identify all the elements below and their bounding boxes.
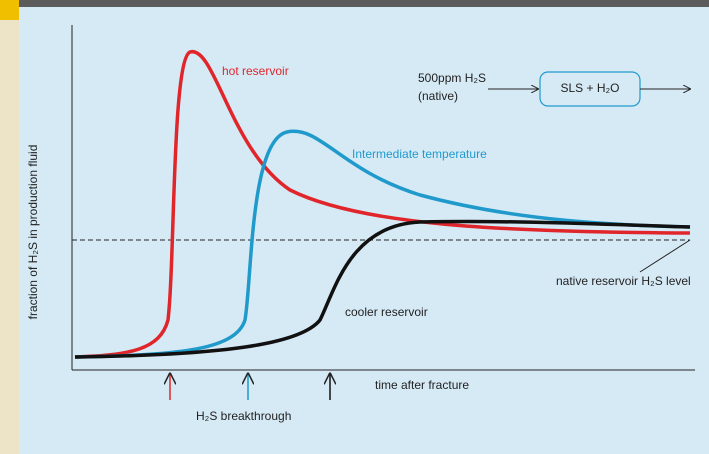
cooler-label: cooler reservoir (345, 305, 428, 319)
hot-label: hot reservoir (222, 64, 289, 78)
native-level-pointer (639, 239, 691, 273)
reaction-input-note: (native) (418, 89, 458, 103)
reaction-product: SLS + H₂O (560, 81, 619, 95)
corner-tab (0, 0, 19, 20)
intermediate-curve (74, 129, 691, 359)
cooler-curve (74, 219, 691, 359)
breakthrough-label: H₂S breakthrough (196, 409, 291, 423)
reaction-input: 500ppm H₂S (418, 71, 486, 85)
x-axis-label: time after fracture (375, 378, 469, 392)
intermediate-label: Intermediate temperature (352, 147, 487, 161)
native-level-label: native reservoir H₂S level (556, 274, 691, 288)
y-axis-label: fraction of H₂S in production fluid (26, 145, 40, 320)
top-bar (0, 0, 709, 7)
side-strip (0, 0, 19, 454)
